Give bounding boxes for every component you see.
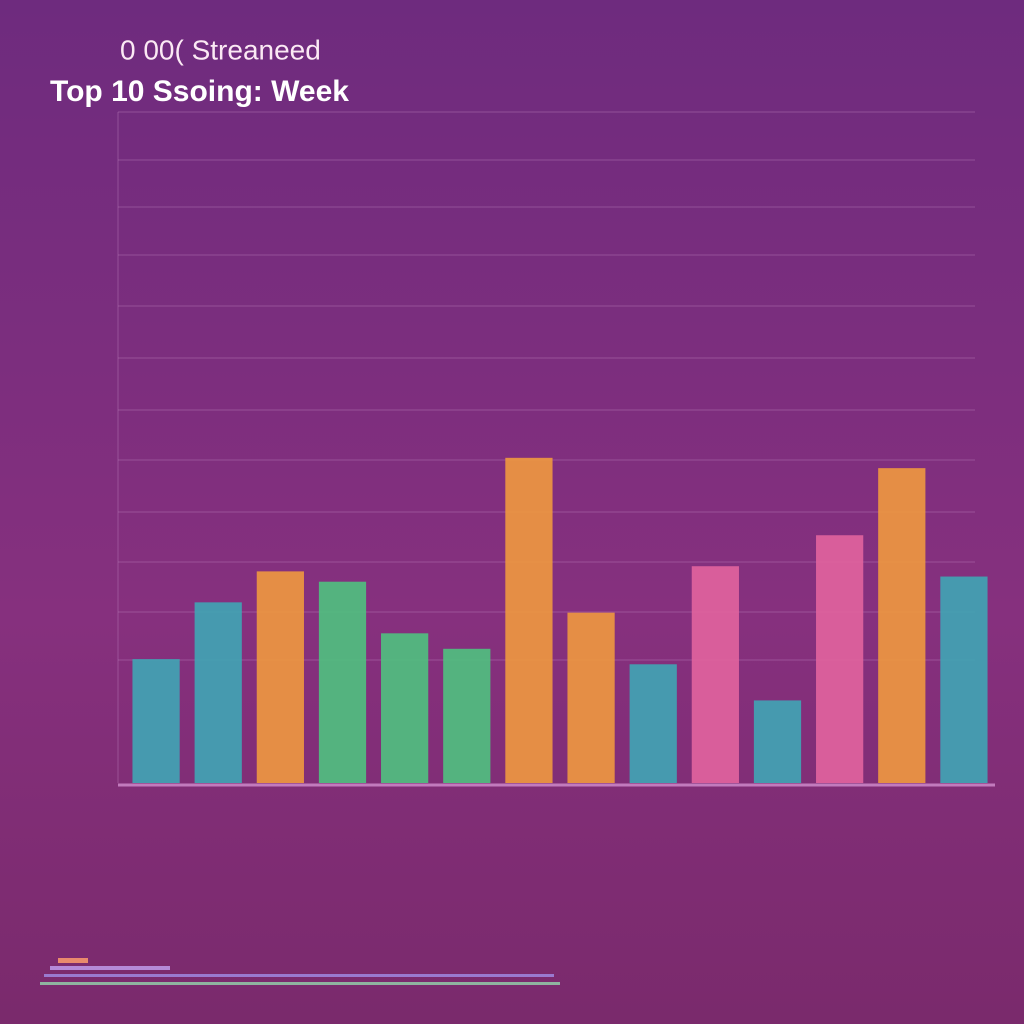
bar (256, 571, 304, 783)
bar (505, 457, 553, 783)
bar (878, 468, 926, 783)
bar (132, 659, 180, 783)
bar (381, 633, 429, 783)
bar (816, 535, 864, 783)
bar (940, 576, 988, 783)
bar (753, 700, 802, 783)
bar (629, 664, 677, 783)
bar (691, 566, 739, 783)
bar (318, 581, 367, 783)
bar (567, 612, 615, 783)
chart-title: Top 10 Ssoing: Week (50, 75, 349, 108)
chart-subtitle: 0 00( Streaneed (120, 34, 321, 65)
footer-decor (40, 958, 560, 985)
bar (443, 648, 491, 783)
bar (194, 602, 242, 783)
